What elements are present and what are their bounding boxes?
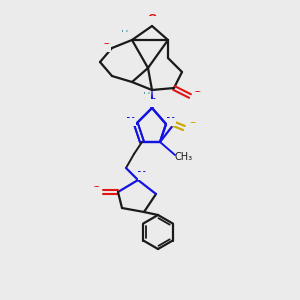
Bar xyxy=(167,118,176,126)
Text: N: N xyxy=(126,117,136,127)
Text: N: N xyxy=(137,171,147,181)
Text: O: O xyxy=(192,91,202,101)
Text: O: O xyxy=(147,14,157,24)
Bar xyxy=(148,99,157,107)
Bar xyxy=(187,123,197,131)
Bar xyxy=(147,16,157,24)
Text: O: O xyxy=(91,186,101,196)
Text: N: N xyxy=(147,98,157,108)
Bar xyxy=(121,32,129,38)
Bar xyxy=(143,94,151,100)
Text: CH₃: CH₃ xyxy=(175,152,193,162)
Text: S: S xyxy=(188,122,196,132)
Text: O: O xyxy=(101,43,111,53)
Bar xyxy=(101,44,111,52)
Text: N: N xyxy=(167,117,176,127)
Bar xyxy=(91,187,101,195)
Text: H: H xyxy=(143,92,151,102)
Bar xyxy=(192,92,202,100)
Bar xyxy=(127,118,136,126)
Bar xyxy=(137,172,146,180)
Polygon shape xyxy=(150,90,154,108)
Text: H: H xyxy=(121,30,129,40)
